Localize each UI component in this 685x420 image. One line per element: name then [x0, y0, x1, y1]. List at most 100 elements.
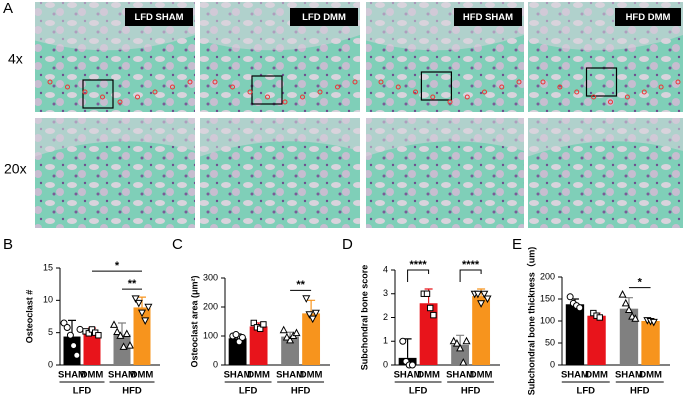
- x-tick-label: SHAM: [615, 370, 643, 381]
- data-point: [408, 361, 416, 369]
- data-point: [452, 339, 461, 347]
- data-point: [596, 314, 603, 321]
- marker: [413, 89, 418, 95]
- marker: [230, 84, 235, 90]
- bar: [451, 344, 470, 365]
- y-tick-label: 50: [545, 337, 555, 347]
- error-bar: [138, 296, 146, 308]
- image-label-bg: [615, 8, 681, 26]
- x-tick-label: DMM: [417, 370, 440, 381]
- marker: [641, 89, 647, 95]
- marker: [658, 84, 664, 90]
- group-label: HFD: [630, 386, 650, 397]
- marker: [591, 94, 597, 100]
- marker: [247, 89, 253, 95]
- x-tick-label: SHAM: [224, 370, 252, 381]
- marker: [516, 79, 522, 85]
- group-label: LFD: [239, 386, 258, 397]
- data-point: [238, 333, 246, 341]
- marker: [300, 94, 305, 100]
- data-point: [456, 343, 465, 352]
- y-axis-label: Subchondral bone thickness（um): [526, 247, 536, 396]
- data-point: [423, 290, 431, 297]
- data-point: [483, 295, 492, 304]
- y-tick-label: 0: [550, 359, 555, 369]
- roi-box: [420, 71, 452, 101]
- significance-label: **: [296, 279, 305, 291]
- y-tick-label: 100: [203, 330, 218, 340]
- data-point: [125, 341, 135, 349]
- tissue-band: [35, 118, 195, 157]
- x-tick-label: DMM: [585, 370, 608, 381]
- data-point: [63, 323, 71, 331]
- y-tick-label: 4: [383, 264, 388, 274]
- roi-box: [82, 79, 114, 109]
- error-bar: [456, 334, 465, 345]
- panel-label: B: [3, 236, 13, 253]
- bar: [641, 321, 660, 365]
- x-tick-label: SHAM: [394, 370, 422, 381]
- roi-box: [251, 75, 283, 105]
- significance-bracket: [459, 269, 482, 282]
- marker: [135, 94, 140, 100]
- bar: [565, 304, 585, 365]
- y-tick-label: 300: [203, 272, 218, 282]
- significance-label: *: [115, 260, 120, 272]
- marker: [117, 99, 123, 105]
- x-tick-label: SHAM: [108, 370, 136, 381]
- data-point: [477, 300, 486, 308]
- data-point: [305, 311, 314, 319]
- data-point: [144, 303, 153, 312]
- data-point: [279, 325, 288, 334]
- group-label: HFD: [461, 386, 481, 397]
- significance-label: *: [638, 277, 643, 289]
- data-point: [311, 309, 320, 318]
- data-point: [282, 332, 291, 341]
- marker: [430, 94, 436, 100]
- error-bar: [477, 288, 486, 297]
- bar: [249, 326, 268, 365]
- y-tick-label: 150: [540, 293, 555, 303]
- data-point: [73, 351, 81, 359]
- marker: [352, 79, 358, 85]
- marker: [447, 99, 453, 105]
- row-label: 4x: [8, 51, 23, 67]
- x-tick-label: DMM: [247, 370, 270, 381]
- panel-label: D: [342, 236, 353, 253]
- marker: [624, 94, 630, 100]
- panel-label: C: [172, 236, 183, 253]
- x-tick-label: DMM: [639, 370, 662, 381]
- data-point: [260, 321, 267, 328]
- group-label: HFD: [291, 386, 311, 397]
- data-point: [621, 298, 630, 307]
- marker: [187, 79, 193, 85]
- marker: [540, 79, 546, 85]
- significance-label: **: [128, 278, 137, 290]
- data-point: [292, 328, 301, 337]
- data-point: [649, 318, 658, 327]
- tissue-band: [200, 118, 360, 157]
- data-point: [109, 320, 119, 328]
- data-point: [286, 335, 295, 344]
- y-axis-label: Osteoclast #: [24, 290, 34, 344]
- bar: [83, 332, 101, 365]
- bar: [419, 303, 438, 365]
- y-tick-label: 200: [540, 271, 555, 281]
- data-point: [122, 329, 131, 337]
- data-point: [141, 317, 150, 325]
- x-tick-label: SHAM: [276, 370, 304, 381]
- y-tick-label: 2: [383, 312, 388, 322]
- x-tick-label: DMM: [81, 370, 104, 381]
- y-tick-label: 1: [383, 336, 388, 346]
- data-point: [427, 304, 434, 312]
- data-point: [473, 290, 482, 299]
- image-label-bg: [290, 8, 358, 26]
- marker: [482, 89, 487, 95]
- y-tick-label: 10: [43, 295, 53, 305]
- marker: [499, 84, 505, 90]
- data-point: [618, 290, 627, 298]
- tissue-band: [528, 118, 683, 157]
- data-point: [302, 295, 311, 303]
- image-label: HFD DMM: [626, 12, 671, 23]
